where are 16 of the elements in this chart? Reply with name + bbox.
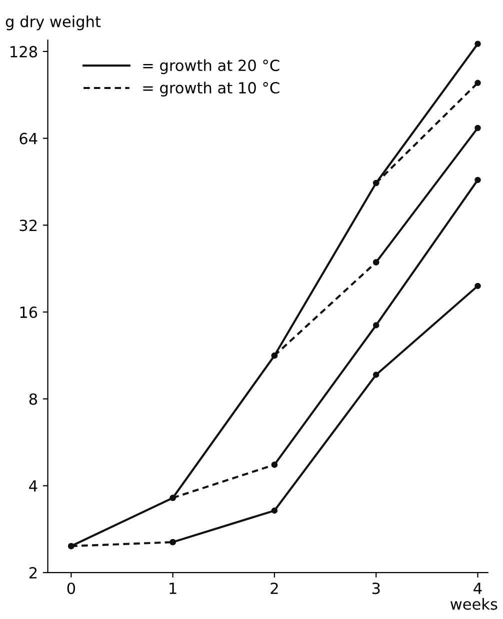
x-axis-title: weeks — [450, 598, 498, 610]
y-tick-label: 16 — [20, 306, 38, 318]
x-tick-label: 4 — [474, 582, 482, 594]
x-tick-label: 1 — [170, 582, 176, 594]
x-tick-label: 2 — [270, 582, 278, 594]
y-tick-label: 2 — [29, 567, 37, 578]
x-tick-label: 0 — [67, 582, 76, 594]
y-axis-title: g dry weight — [6, 15, 101, 30]
y-tick-label: 32 — [20, 220, 37, 232]
y-tick-label: 4 — [29, 480, 38, 492]
legend-label: = growth at 10 °C — [143, 82, 280, 97]
y-tick-label: 128 — [10, 46, 38, 58]
y-tick-label: 8 — [29, 393, 38, 405]
x-tick-label: 3 — [372, 582, 380, 594]
legend-label: = growth at 20 °C — [143, 59, 280, 74]
y-tick-label: 64 — [20, 132, 38, 144]
